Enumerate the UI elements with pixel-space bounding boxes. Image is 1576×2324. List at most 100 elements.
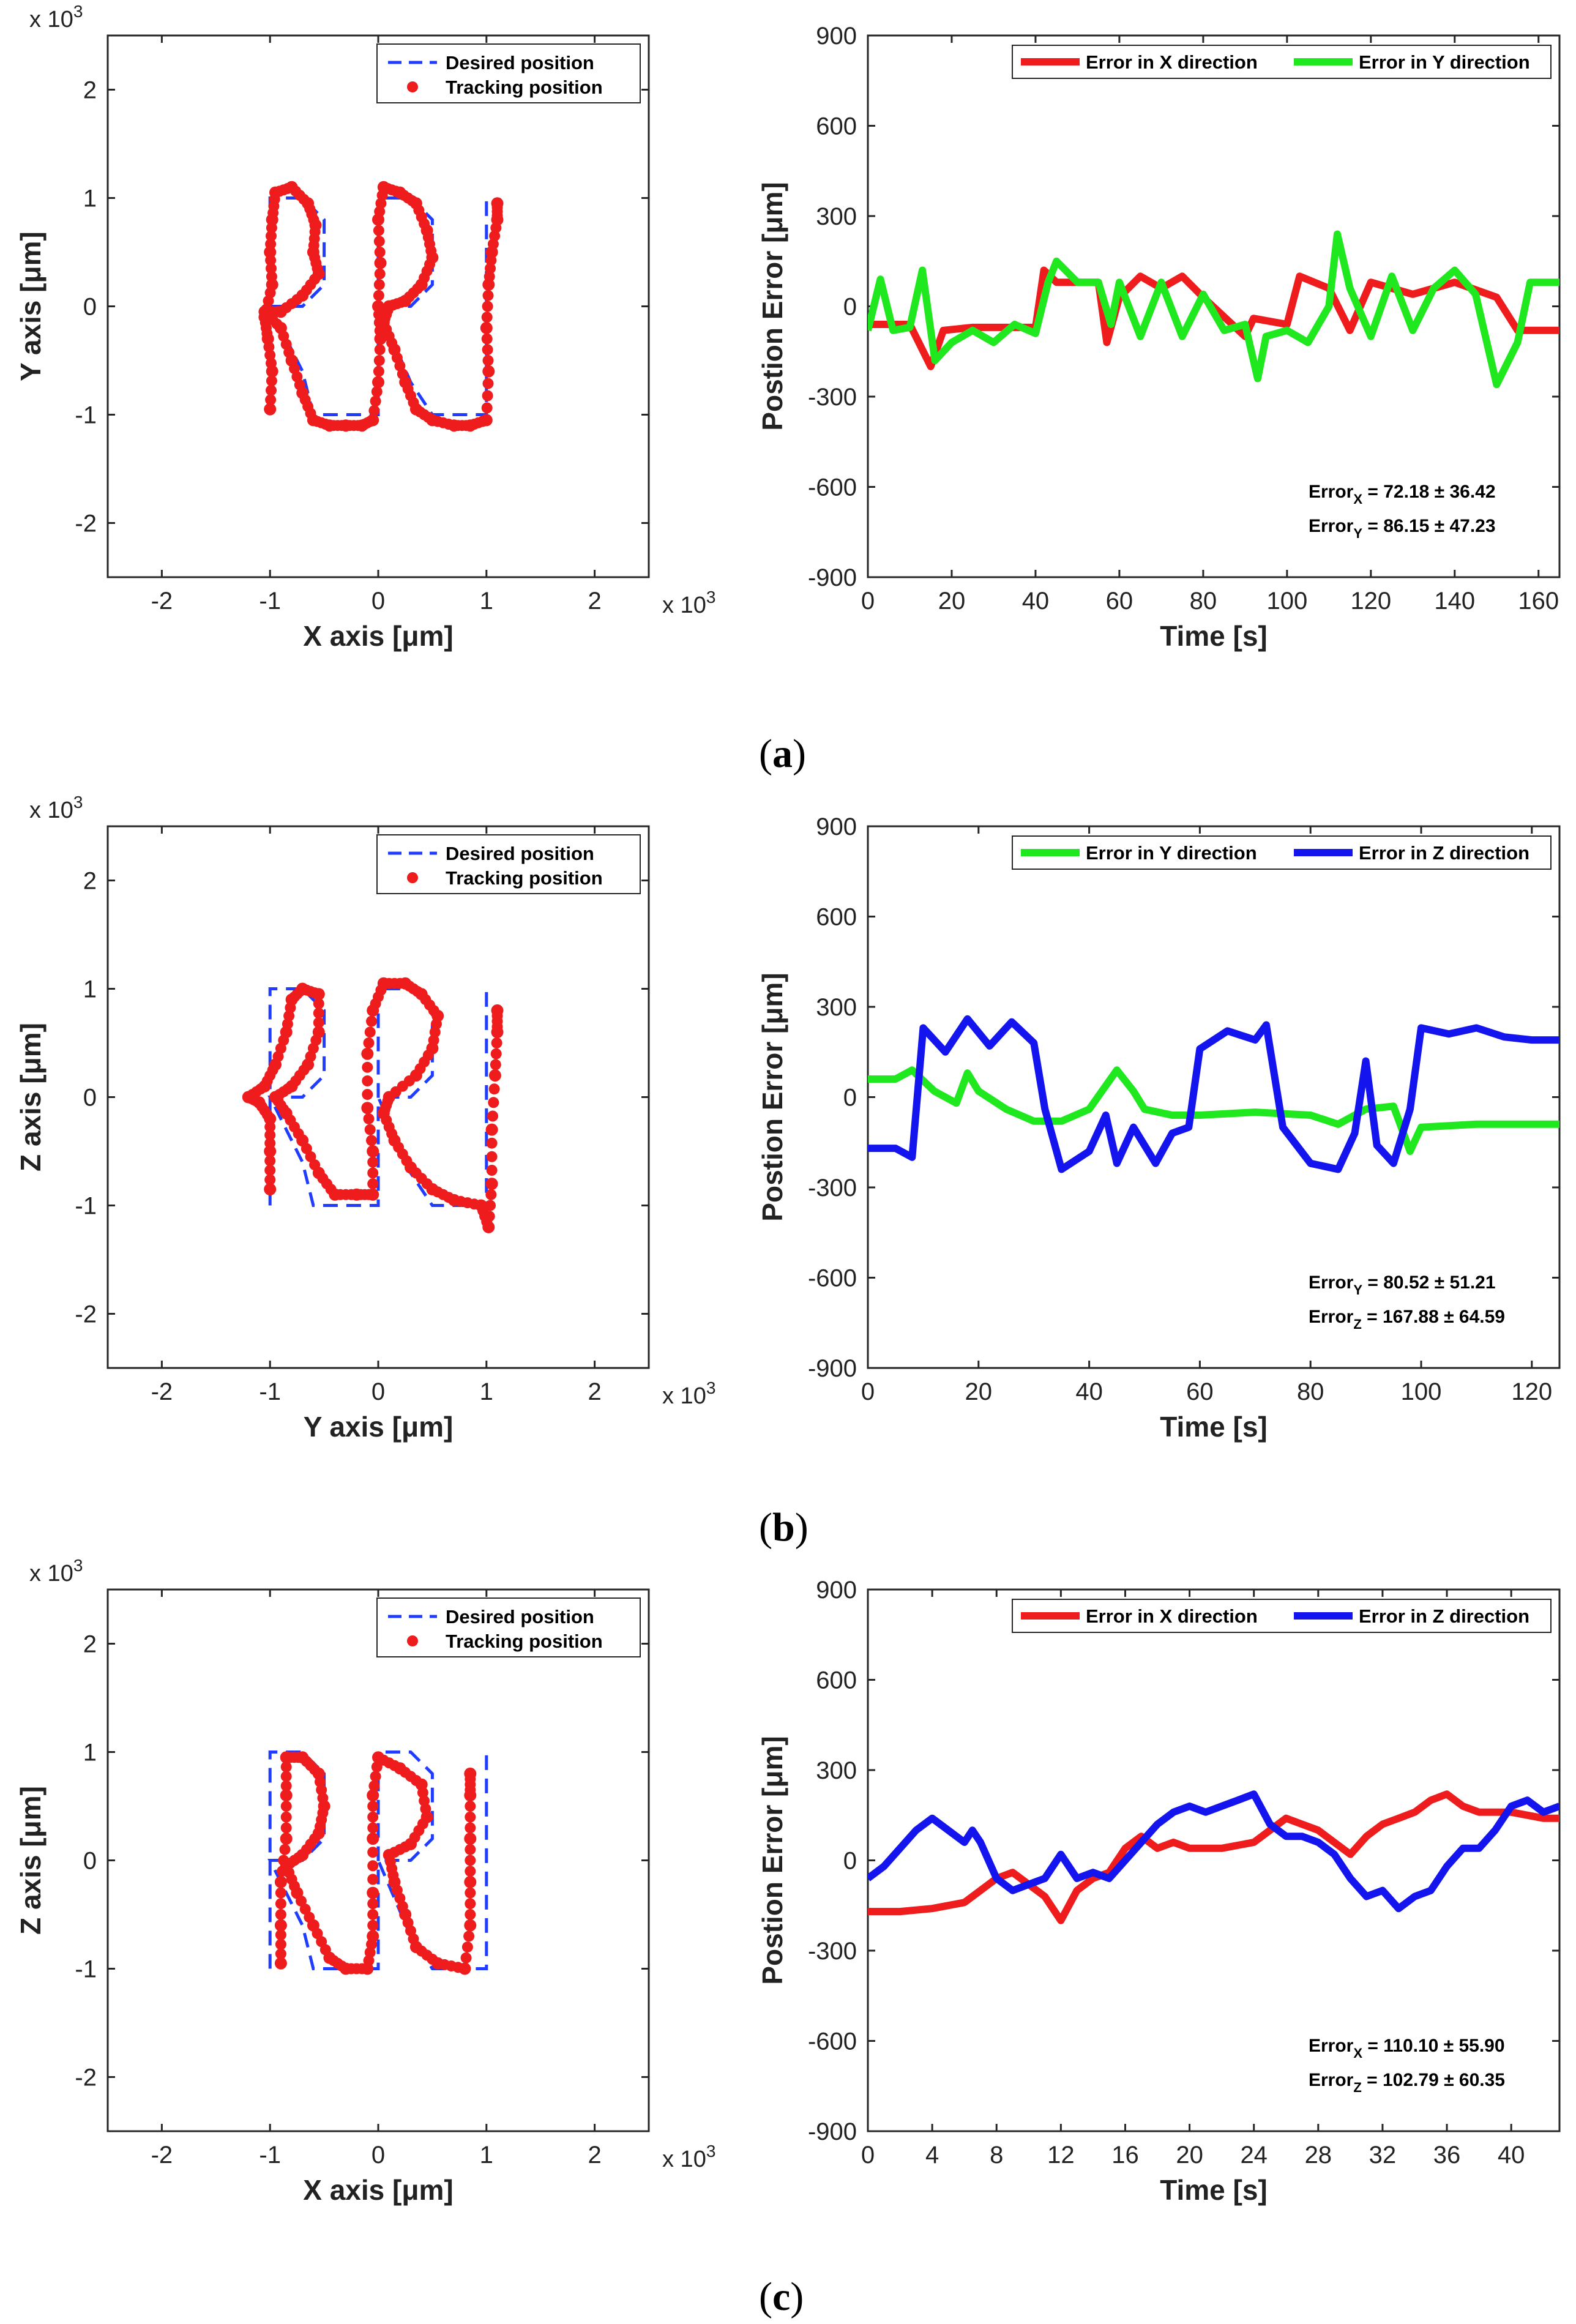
x-tick-label: -1: [259, 588, 281, 615]
chart-b-right: 0 20 40 60 80 100 120 -900 -600 -300 0 300 600 900 Tim…: [756, 813, 1561, 1443]
y-tick-label: 900: [816, 1577, 857, 1604]
x-tick-label: 40: [1022, 588, 1050, 615]
tracking-point: [368, 405, 380, 416]
x-tick-label: 2: [588, 1378, 601, 1405]
error-annotation-prefix: Error: [1309, 2070, 1354, 2090]
y-axis-label: Postion Error [μm]: [756, 973, 788, 1221]
tracking-point: [264, 1165, 276, 1176]
tracking-point: [283, 1010, 295, 1022]
tracking-point: [489, 230, 501, 242]
x-tick-label: 120: [1350, 588, 1391, 615]
legend-tracking-swatch: [407, 1635, 418, 1646]
error-annotation-value: = 72.18 ± 36.42: [1362, 482, 1495, 502]
error-annotation-value: = 167.88 ± 64.59: [1362, 1307, 1505, 1327]
x-tick-label: 12: [1047, 2142, 1075, 2169]
tracking-point: [362, 1061, 373, 1073]
chart-a-left: -2 -1 0 1 2 -2 -1 0 1 2 X axis [μm] Y axis [μm] x 10…: [15, 2, 715, 652]
legend-tracking-label: Tracking position: [446, 77, 603, 98]
y-tick-label: -600: [808, 2028, 857, 2055]
tracking-point: [279, 1844, 291, 1855]
tracking-point: [362, 1089, 373, 1100]
tracking-point: [264, 1183, 277, 1195]
x-tick-label: 40: [1075, 1378, 1103, 1405]
x-axis-label: X axis [μm]: [303, 2174, 453, 2206]
tracking-point: [275, 1938, 286, 1950]
tracking-point: [366, 1015, 377, 1027]
tracking-point: [275, 1948, 286, 1960]
tracking-point: [482, 278, 495, 291]
legend-label-0: Error in Y direction: [1086, 842, 1257, 864]
x-tick-label: 60: [1186, 1378, 1214, 1405]
tracking-point: [275, 1929, 286, 1941]
tracking-point: [367, 1886, 379, 1899]
y-axis-label: Y axis [μm]: [15, 231, 47, 381]
tracking-point: [367, 1178, 379, 1190]
x-tick-label: -2: [151, 2142, 173, 2169]
tracking-point: [485, 1178, 498, 1190]
legend-tracking-swatch: [407, 872, 418, 883]
tracking-point: [274, 1875, 287, 1888]
y-tick-label: -300: [808, 1938, 857, 1965]
x-tick-label: 0: [861, 2142, 875, 2169]
x-tick-label: 1: [480, 588, 493, 615]
error-annotation-prefix: Error: [1309, 482, 1354, 502]
x-multiplier: x 103: [662, 588, 715, 618]
y-tick-label: 600: [816, 1667, 857, 1694]
tracking-point: [363, 1113, 375, 1124]
tracking-point: [367, 1822, 379, 1834]
x-tick-label: 20: [1176, 2142, 1203, 2169]
tracking-point: [364, 1124, 376, 1135]
tracking-point: [366, 1135, 377, 1146]
y-tick-label: 0: [83, 1085, 97, 1112]
tracking-point: [482, 355, 494, 366]
tracking-point: [484, 1211, 495, 1222]
y-tick-label: -900: [808, 1355, 857, 1382]
x-tick-label: 28: [1305, 2142, 1332, 2169]
y-tick-label: 1: [83, 1739, 97, 1766]
tracking-point: [367, 1167, 379, 1179]
plot-area: [267, 1750, 488, 1975]
y-tick-label: -1: [75, 1193, 97, 1220]
tracking-point: [280, 1811, 292, 1823]
y-tick-label: 0: [83, 294, 97, 321]
x-multiplier-exp: 3: [706, 588, 716, 607]
y-axis-label: Postion Error [μm]: [756, 182, 788, 430]
y-multiplier-exp: 3: [73, 2, 83, 21]
legend-tracking-swatch: [407, 81, 418, 92]
tracking-point: [482, 365, 495, 378]
x-tick-label: -2: [151, 588, 173, 615]
tracking-point: [465, 1909, 476, 1920]
error-annotation-value: = 110.10 ± 55.90: [1362, 2036, 1505, 2056]
tracking-point: [464, 1833, 477, 1845]
caption-c: (c): [759, 2274, 804, 2319]
error-annotation-0: ErrorX = 110.10 ± 55.90: [1309, 2036, 1505, 2061]
tracking-point: [465, 1822, 476, 1834]
tracking-point: [373, 365, 384, 377]
error-annotation-sub: Y: [1353, 526, 1362, 541]
tracking-point: [491, 1004, 504, 1017]
x-axis-label: X axis [μm]: [303, 620, 453, 652]
tracking-point: [368, 1780, 380, 1792]
tracking-point: [465, 1887, 476, 1899]
tracking-point: [280, 1833, 293, 1845]
y-tick-label: -600: [808, 1265, 857, 1292]
tracking-point: [367, 1789, 379, 1802]
y-tick-label: 0: [843, 1848, 857, 1875]
tracking-point: [280, 1780, 292, 1792]
tracking-point: [464, 1875, 477, 1888]
tracking-point: [464, 1767, 477, 1780]
tracking-point: [266, 271, 277, 282]
y-tick-label: 300: [816, 203, 857, 230]
tracking-point: [370, 1771, 381, 1782]
tracking-point: [313, 1007, 324, 1019]
y-tick-label: 0: [843, 1085, 857, 1112]
plot-area: [868, 1015, 1559, 1173]
tracking-point: [364, 1026, 376, 1038]
y-tick-label: 1: [83, 185, 97, 212]
y-tick-label: 900: [816, 23, 857, 50]
tracking-point: [465, 1811, 476, 1823]
error-annotation-1: ErrorY = 86.15 ± 47.23: [1309, 516, 1496, 541]
y-axis-label: Z axis [μm]: [15, 1023, 47, 1171]
caption-b: (b): [759, 1505, 809, 1550]
x-tick-label: 24: [1240, 2142, 1268, 2169]
